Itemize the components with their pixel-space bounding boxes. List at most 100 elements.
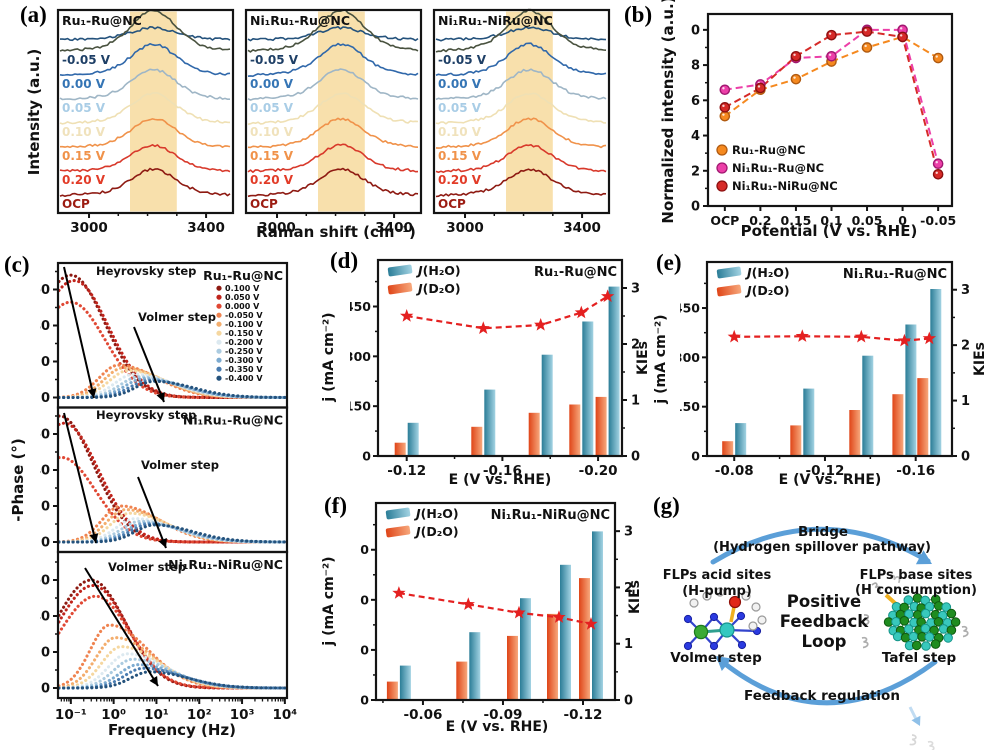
svg-text:0: 0: [631, 450, 640, 465]
d-xlabel: E (V vs. RHE): [449, 472, 552, 488]
bar-d2o: [395, 443, 406, 456]
svg-text:2: 2: [961, 339, 970, 354]
svg-text:0.8: 0.8: [690, 59, 700, 74]
bar-h2o: [803, 389, 814, 456]
g-acid-sites-label: FLPs acid sites: [663, 568, 771, 583]
panel-letter-f: (f): [324, 493, 347, 519]
svg-text:20: 20: [40, 500, 50, 515]
svg-text:0.10 V: 0.10 V: [62, 125, 106, 139]
svg-text:0.100 V: 0.100 V: [225, 284, 260, 293]
b-xlabel: Potential (V vs. RHE): [741, 222, 918, 240]
svg-text:Ni₁Ru₁-Ru@NC: Ni₁Ru₁-Ru@NC: [843, 267, 947, 282]
svg-text:0.15 V: 0.15 V: [250, 149, 294, 163]
svg-text:0.050 V: 0.050 V: [225, 293, 260, 302]
svg-text:J(D₂O): J(D₂O): [415, 281, 461, 296]
svg-text:-0.05 V: -0.05 V: [62, 53, 111, 67]
bar-d2o: [507, 636, 518, 700]
e-y2label: KIEs: [972, 342, 988, 376]
svg-text:Ru₁-Ru@NC: Ru₁-Ru@NC: [534, 265, 617, 280]
svg-text:-450: -450: [350, 299, 371, 314]
svg-text:0: 0: [41, 391, 50, 406]
svg-text:-0.12: -0.12: [387, 463, 426, 479]
bar-d2o: [892, 394, 903, 456]
svg-text:1.0: 1.0: [690, 23, 700, 38]
svg-text:-0.150 V: -0.150 V: [225, 329, 263, 338]
svg-text:10⁻¹: 10⁻¹: [55, 707, 87, 723]
svg-text:3400: 3400: [563, 220, 601, 236]
bar-d2o: [579, 578, 590, 700]
g-base-sites-label: FLPs base sites: [860, 568, 973, 583]
bar-d2o: [547, 614, 558, 700]
svg-text:-0.200 V: -0.200 V: [225, 338, 263, 347]
bar-d2o: [596, 397, 607, 456]
svg-text:Ni₁Ru₁-Ru@NC: Ni₁Ru₁-Ru@NC: [183, 413, 283, 428]
svg-text:0: 0: [691, 449, 700, 464]
svg-text:0.4: 0.4: [690, 129, 700, 144]
bar-h2o: [408, 423, 419, 456]
f-y2label: KIEs: [627, 580, 643, 614]
svg-text:40: 40: [40, 464, 50, 479]
svg-text:1: 1: [631, 394, 640, 409]
svg-text:-150: -150: [350, 399, 371, 414]
svg-text:OCP: OCP: [250, 197, 278, 211]
svg-text:-0.350 V: -0.350 V: [225, 365, 263, 374]
svg-text:40: 40: [40, 610, 50, 625]
svg-text:0.000 V: 0.000 V: [225, 302, 260, 311]
svg-text:Ru₁-Ru@NC: Ru₁-Ru@NC: [62, 13, 142, 28]
svg-text:0.20 V: 0.20 V: [250, 173, 294, 187]
bar-d2o: [471, 427, 482, 456]
svg-text:Heyrovsky step: Heyrovsky step: [96, 264, 196, 278]
raman-subplot-1: -0.05 V0.00 V0.05 V0.10 V0.15 V0.20 VOCP…: [58, 10, 233, 236]
g-loop-line3: Loop: [802, 632, 847, 651]
svg-text:-300: -300: [680, 350, 700, 365]
svg-text:-0.250 V: -0.250 V: [225, 347, 263, 356]
e-xlabel: E (V vs. RHE): [779, 472, 882, 488]
svg-text:0.05 V: 0.05 V: [250, 101, 294, 115]
svg-text:0.00 V: 0.00 V: [250, 77, 294, 91]
svg-text:-0.05: -0.05: [920, 213, 956, 228]
svg-text:Ru₁-Ru@NC: Ru₁-Ru@NC: [732, 143, 805, 157]
svg-text:J(H₂O): J(H₂O): [415, 263, 461, 278]
svg-text:OCP: OCP: [438, 197, 466, 211]
g-bridge-subtitle: (Hydrogen spillover pathway): [713, 540, 931, 555]
svg-text:1: 1: [624, 637, 633, 652]
svg-text:-0.16: -0.16: [896, 463, 935, 479]
bar-h2o: [542, 355, 553, 456]
svg-text:-0.20: -0.20: [579, 463, 618, 479]
svg-text:1: 1: [961, 394, 970, 409]
svg-text:0: 0: [41, 682, 50, 697]
svg-text:0.10 V: 0.10 V: [438, 125, 482, 139]
bar-h2o: [862, 356, 873, 456]
bar-d2o: [569, 405, 580, 457]
h2o-squiggle: [928, 742, 934, 750]
g-feedback-regulation-label: Feedback regulation: [744, 688, 900, 704]
svg-text:Ni₁Ru₁-Ru@NC: Ni₁Ru₁-Ru@NC: [732, 161, 824, 175]
svg-text:Volmer step: Volmer step: [108, 560, 186, 574]
svg-text:0.20 V: 0.20 V: [62, 173, 106, 187]
a-xlabel: Raman shift (cm⁻¹): [256, 223, 416, 241]
svg-text:3: 3: [624, 525, 633, 540]
svg-text:-150: -150: [360, 642, 369, 657]
raman-panel-svg: -0.05 V 0.00 V 0.05 V 0.10 V 0.15 V 0.20 V OCP…: [50, 0, 650, 250]
svg-text:0: 0: [961, 450, 970, 465]
g-bridge-title: Bridge: [798, 524, 848, 540]
bar-d2o: [849, 410, 860, 456]
svg-text:0.15 V: 0.15 V: [62, 149, 106, 163]
svg-text:-0.100 V: -0.100 V: [225, 320, 263, 329]
panel-letter-a: (a): [20, 2, 47, 28]
panel-letter-b: (b): [624, 2, 652, 28]
bar-h2o: [400, 666, 411, 700]
svg-text:Ni₁Ru₁-Ru@NC: Ni₁Ru₁-Ru@NC: [250, 13, 350, 28]
bar-d2o: [722, 441, 733, 456]
bar-h2o: [735, 423, 746, 456]
svg-text:0.00 V: 0.00 V: [438, 77, 482, 91]
g-loop-line1: Positive: [787, 592, 861, 611]
svg-text:60: 60: [40, 574, 50, 589]
svg-text:Ni₁Ru₁-NiRu@NC: Ni₁Ru₁-NiRu@NC: [438, 13, 553, 28]
svg-text:60: 60: [40, 283, 50, 298]
svg-text:0.6: 0.6: [690, 94, 700, 109]
